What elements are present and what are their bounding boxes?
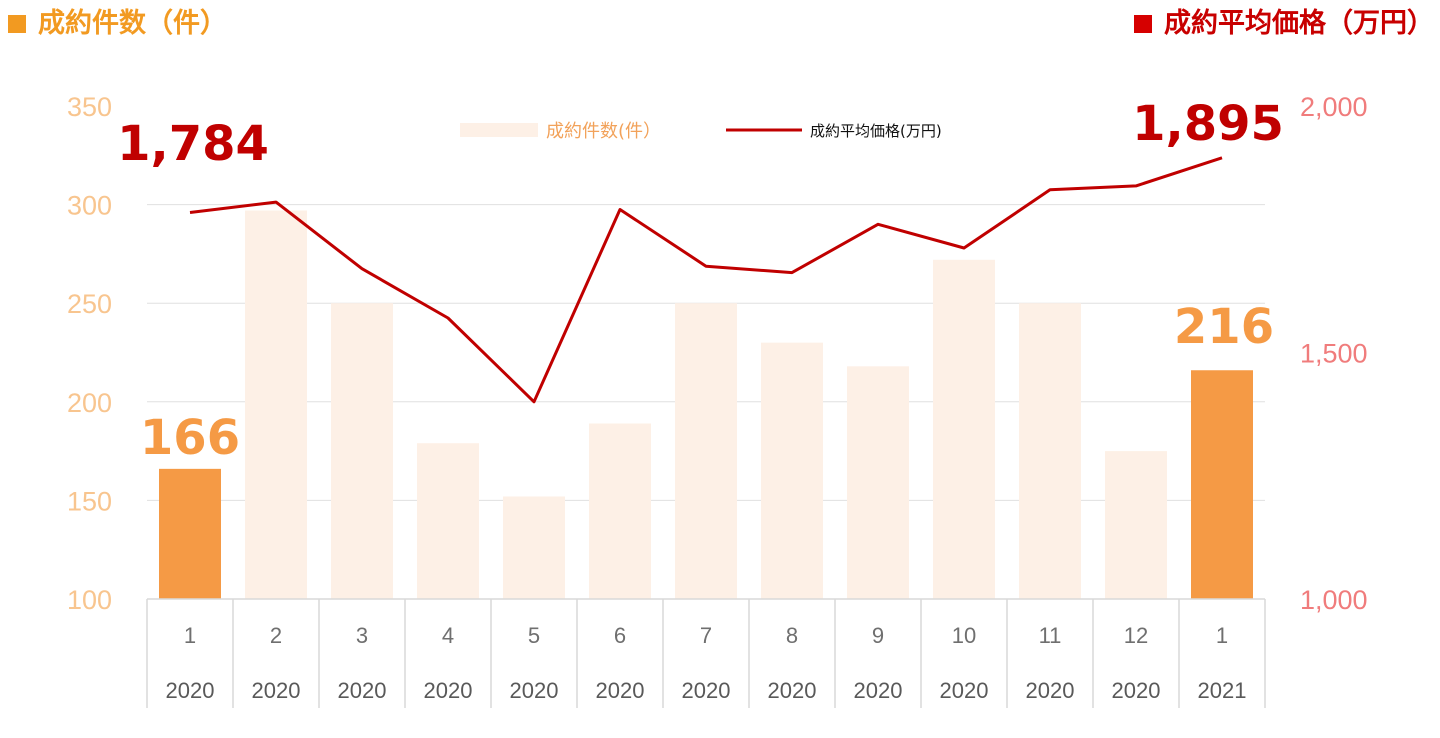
y-left-tick-label: 350: [67, 92, 112, 122]
bar: [847, 366, 909, 599]
x-year-label: 2021: [1198, 678, 1247, 703]
y-right-tick-label: 2,000: [1300, 92, 1368, 122]
x-tick-label: 7: [700, 623, 712, 648]
left-axis-title: 成約件数（件）: [8, 6, 227, 42]
bar: [675, 303, 737, 599]
x-year-label: 2020: [1112, 678, 1161, 703]
x-tick-label: 9: [872, 623, 884, 648]
bar: [417, 443, 479, 599]
bar: [503, 496, 565, 599]
y-left-tick-label: 300: [67, 191, 112, 221]
bar: [761, 342, 823, 599]
x-year-label: 2020: [940, 678, 989, 703]
x-year-label: 2020: [252, 678, 301, 703]
x-tick-label: 1: [184, 623, 196, 648]
bar: [933, 259, 995, 599]
legend-bar-label: 成約件数(件）: [546, 121, 661, 142]
y-left-tick-label: 200: [67, 388, 112, 418]
bar: [159, 468, 221, 599]
y-right-tick-label: 1,500: [1300, 339, 1368, 369]
x-year-label: 2020: [166, 678, 215, 703]
x-tick-label: 12: [1124, 623, 1148, 648]
data-label: 1,895: [1132, 96, 1284, 152]
x-tick-label: 3: [356, 623, 368, 648]
x-tick-label: 4: [442, 623, 454, 648]
bar: [589, 423, 651, 599]
x-tick-label: 2: [270, 623, 282, 648]
x-year-label: 2020: [596, 678, 645, 703]
x-tick-label: 6: [614, 623, 626, 648]
x-year-label: 2020: [338, 678, 387, 703]
data-label: 1,784: [117, 116, 269, 172]
x-tick-label: 5: [528, 623, 540, 648]
bar: [1019, 303, 1081, 599]
x-tick-label: 1: [1216, 623, 1228, 648]
data-label: 216: [1174, 299, 1274, 355]
price-line: [189, 156, 1223, 404]
right-title-square-icon: [1134, 15, 1152, 33]
x-year-label: 2020: [1026, 678, 1075, 703]
x-tick-label: 11: [1039, 623, 1062, 648]
bar: [1105, 451, 1167, 599]
x-year-label: 2020: [682, 678, 731, 703]
y-right-tick-label: 1,000: [1300, 585, 1368, 615]
x-year-label: 2020: [424, 678, 473, 703]
y-left-tick-label: 150: [67, 486, 112, 516]
left-title-square-icon: [8, 15, 26, 33]
bar: [331, 303, 393, 599]
legend-line-label: 成約平均価格(万円): [810, 122, 942, 140]
bar: [1191, 370, 1253, 599]
x-tick-label: 8: [786, 623, 798, 648]
x-year-label: 2020: [854, 678, 903, 703]
x-year-label: 2020: [768, 678, 817, 703]
y-left-tick-label: 100: [67, 585, 112, 615]
y-left-tick-label: 250: [67, 289, 112, 319]
right-axis-title: 成約平均価格（万円）: [1134, 6, 1434, 42]
x-tick-label: 10: [952, 623, 976, 648]
legend-bar-swatch: [460, 123, 538, 137]
right-axis-title-text: 成約平均価格（万円）: [1164, 8, 1434, 39]
bar: [245, 210, 307, 600]
x-year-label: 2020: [510, 678, 559, 703]
left-axis-title-text: 成約件数（件）: [38, 8, 227, 39]
data-label: 166: [140, 410, 240, 466]
